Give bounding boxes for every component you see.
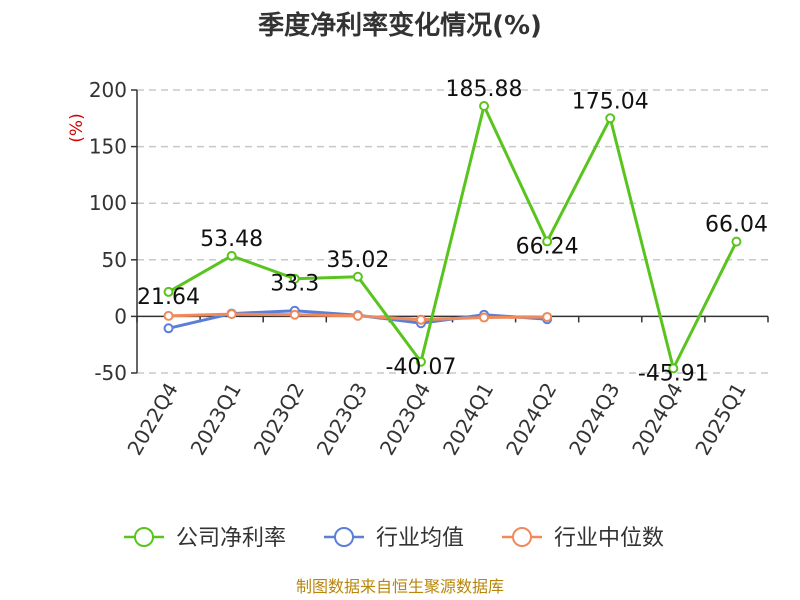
data-label: -40.07 bbox=[385, 355, 456, 380]
x-tick-label: 2022Q4 bbox=[122, 379, 182, 460]
x-tick-label: 2023Q1 bbox=[186, 379, 246, 460]
y-tick-label: -50 bbox=[94, 361, 127, 385]
data-label: 21.64 bbox=[137, 285, 200, 310]
y-tick-label: 200 bbox=[89, 78, 127, 102]
data-label: 175.04 bbox=[572, 89, 649, 114]
data-point bbox=[415, 356, 426, 367]
y-tick-label: 50 bbox=[102, 248, 127, 272]
data-label: 33.3 bbox=[270, 272, 319, 297]
data-label: 53.48 bbox=[200, 227, 263, 252]
data-point bbox=[226, 309, 237, 320]
legend-label: 公司净利率 bbox=[176, 526, 286, 551]
source-note: 制图数据来自恒生聚源数据库 bbox=[296, 577, 504, 596]
data-point bbox=[668, 363, 679, 374]
x-tick-label: 2024Q1 bbox=[438, 379, 498, 460]
data-point bbox=[542, 311, 553, 322]
series-layer bbox=[163, 100, 742, 374]
data-point bbox=[352, 271, 363, 282]
y-tick-label: 150 bbox=[89, 135, 127, 159]
data-point bbox=[415, 314, 426, 325]
chart-title: 季度净利率变化情况(%) bbox=[258, 10, 542, 41]
grid-layer bbox=[137, 89, 768, 374]
data-label: 185.88 bbox=[446, 77, 523, 102]
data-label-layer: 21.64 53.48 33.3 35.02 -40.07 185.88 66.24 175.… bbox=[137, 77, 768, 386]
data-point bbox=[226, 250, 237, 261]
data-point bbox=[605, 113, 616, 124]
legend-label: 行业均值 bbox=[376, 526, 464, 551]
data-label: 66.04 bbox=[705, 213, 768, 238]
data-point bbox=[163, 323, 174, 334]
x-tick-label: 2024Q3 bbox=[564, 379, 624, 460]
x-tick-label: 2023Q4 bbox=[375, 379, 435, 460]
data-point bbox=[731, 236, 742, 247]
data-point bbox=[352, 310, 363, 321]
data-point bbox=[289, 273, 300, 284]
x-tick-label: 2025Q1 bbox=[690, 379, 750, 460]
data-point bbox=[542, 236, 553, 247]
legend-marker bbox=[134, 527, 154, 547]
y-tick-label: 0 bbox=[114, 304, 127, 328]
legend-marker bbox=[512, 527, 532, 547]
data-point bbox=[289, 309, 300, 320]
legend: 公司净利率 行业均值 行业中位数 bbox=[124, 526, 664, 551]
x-tick-label: 2023Q3 bbox=[312, 379, 372, 460]
x-tick-label: 2024Q2 bbox=[501, 379, 561, 460]
legend-label: 行业中位数 bbox=[554, 526, 664, 551]
y-axis-label: (%) bbox=[67, 113, 87, 142]
data-label: 66.24 bbox=[516, 234, 579, 259]
data-label: 35.02 bbox=[326, 248, 389, 273]
x-tick-label: 2023Q2 bbox=[249, 379, 309, 460]
legend-marker bbox=[334, 527, 354, 547]
x-tick-label: 2024Q4 bbox=[627, 379, 687, 460]
data-point bbox=[163, 310, 174, 321]
y-tick-label: 100 bbox=[89, 191, 127, 215]
data-point bbox=[479, 312, 490, 323]
data-point bbox=[163, 286, 174, 297]
data-point bbox=[479, 100, 490, 111]
series-line-0 bbox=[167, 104, 738, 370]
data-label: -45.91 bbox=[638, 361, 709, 386]
